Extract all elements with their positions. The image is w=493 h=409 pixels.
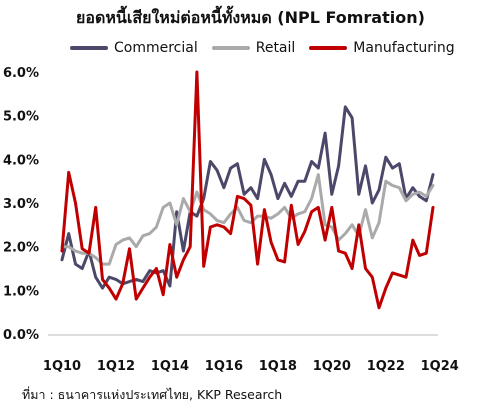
legend-label-manufacturing: Manufacturing <box>353 40 455 56</box>
legend-item-retail: Retail <box>211 40 296 56</box>
x-tick-label: 1Q24 <box>421 359 459 374</box>
series-layer <box>60 70 435 310</box>
legend-swatch-retail <box>211 46 250 50</box>
x-tick-label: 1Q10 <box>43 359 81 374</box>
x-axis-ticks: 1Q10 1Q12 1Q14 1Q16 1Q18 1Q20 1Q22 1Q24 <box>43 359 459 374</box>
y-tick-label: 6.0% <box>3 66 39 81</box>
legend-label-retail: Retail <box>255 40 296 56</box>
x-tick-label: 1Q16 <box>205 359 243 374</box>
legend-swatch-manufacturing <box>309 46 348 50</box>
x-tick-label: 1Q14 <box>151 359 189 374</box>
y-tick-label: 0.0% <box>3 328 39 343</box>
y-tick-label: 2.0% <box>3 241 39 256</box>
legend-item-commercial: Commercial <box>70 40 198 56</box>
x-tick-label: 1Q20 <box>313 359 351 374</box>
legend-swatch-commercial <box>70 46 108 50</box>
y-axis-ticks: 0.0% 1.0% 2.0% 3.0% 4.0% 5.0% 6.0% <box>3 66 39 343</box>
y-tick-label: 1.0% <box>3 284 39 299</box>
y-tick-label: 3.0% <box>3 197 39 212</box>
series-line-commercial <box>60 105 435 290</box>
y-tick-label: 4.0% <box>3 153 39 168</box>
legend-item-manufacturing: Manufacturing <box>309 40 455 56</box>
chart-legend: Commercial Retail Manufacturing <box>70 40 455 56</box>
x-tick-label: 1Q22 <box>367 359 405 374</box>
source-note: ที่มา : ธนาคารแห่งประเทศไทย, KKP Researc… <box>22 387 283 402</box>
legend-label-commercial: Commercial <box>114 40 198 56</box>
series-line-retail <box>60 173 435 266</box>
chart-title: ยอดหนี้เสียใหม่ต่อหนี้ทั้งหมด (NPL Fomra… <box>76 8 425 27</box>
y-tick-label: 5.0% <box>3 110 39 125</box>
x-tick-label: 1Q12 <box>97 359 135 374</box>
x-tick-label: 1Q18 <box>259 359 297 374</box>
series-line-manufacturing <box>60 70 435 310</box>
